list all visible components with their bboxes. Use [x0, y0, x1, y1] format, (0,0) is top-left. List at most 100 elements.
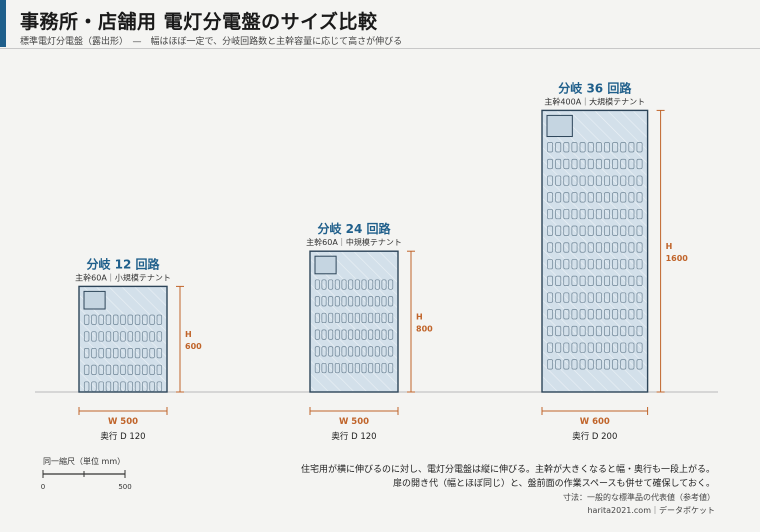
panel-3-breaker: [595, 359, 602, 370]
panel-3-breaker: [579, 309, 586, 320]
panel-2-breaker: [381, 279, 387, 290]
panel-2-breaker: [374, 346, 380, 357]
panel-3-breaker: [555, 325, 562, 337]
panel-3-breaker: [595, 325, 602, 337]
panel-2-breaker: [354, 296, 360, 307]
panel-1-breaker: [149, 348, 155, 359]
panel-2-breaker: [388, 296, 394, 307]
panel-1-breaker: [142, 364, 148, 375]
panel-2-breaker: [361, 362, 367, 374]
panel-2-breaker: [334, 362, 340, 374]
panel-3-breaker: [620, 342, 627, 353]
page-title: 事務所・店舗用 電灯分電盤のサイズ比較: [20, 11, 378, 33]
panel-3-spec: 主幹400A｜大規模テナント: [544, 96, 645, 106]
accent-bar: [0, 0, 6, 47]
panel-3-breaker: [612, 259, 619, 270]
panel-1-breaker: [113, 331, 119, 342]
panel-3-breaker: [571, 325, 578, 337]
panel-3-breaker: [636, 208, 643, 220]
note-line-2: 扉の開き代（幅とほぼ同じ）と、盤前面の作業スペースも併せて確保しておく。: [392, 479, 715, 489]
panel-1-breaker: [105, 314, 112, 325]
panel-3-breaker: [620, 242, 627, 253]
panel-3-breaker: [563, 142, 570, 153]
note-line-1: 住宅用が横に伸びるのに対し、電灯分電盤は縦に伸びる。主幹が大きくなると幅・奥行も…: [300, 465, 715, 475]
panel-3-breaker: [604, 175, 610, 186]
panel-2-breaker: [341, 346, 347, 357]
panel-1-name: 分岐 12 回路: [86, 256, 160, 271]
panel-2-breaker: [354, 312, 360, 324]
panel-2-breaker: [334, 329, 340, 340]
panel-3-breaker: [587, 225, 594, 236]
panel-3-breaker: [587, 275, 594, 286]
panel-3-breaker: [571, 342, 578, 353]
panel-3-breaker: [636, 359, 643, 370]
panel-3-breaker: [620, 175, 627, 186]
panel-3-breaker: [547, 325, 554, 337]
panel-3-height-value: 1600: [666, 254, 689, 263]
panel-3-breaker: [579, 359, 586, 370]
panel-1-breaker: [91, 364, 97, 375]
panel-3-breaker: [587, 142, 594, 153]
panel-3-breaker: [547, 275, 554, 286]
panel-2-breaker: [381, 329, 387, 340]
panel-2-breaker: [368, 346, 374, 357]
panel-1-breaker: [156, 381, 163, 392]
panel-3-breaker: [595, 208, 602, 220]
panel-3-breaker: [563, 158, 570, 170]
panel-1-breaker: [98, 381, 104, 392]
panel-2-breaker: [374, 362, 380, 374]
panel-2-breaker: [361, 329, 367, 340]
panel-2-breaker: [368, 362, 374, 374]
panel-3-breaker: [636, 259, 643, 270]
panel-1-breaker: [98, 348, 104, 359]
panel-3-breaker: [579, 192, 586, 203]
panel-3-breaker: [555, 359, 562, 370]
panel-3-breaker: [563, 342, 570, 353]
panel-2-hatch: [311, 252, 397, 391]
panel-3-breaker: [604, 158, 610, 170]
panel-2-breaker: [328, 296, 334, 307]
panel-2-breaker: [388, 329, 394, 340]
panel-3-breaker: [636, 158, 643, 170]
panel-1-breaker: [120, 314, 126, 325]
panel-2-breaker: [381, 296, 387, 307]
panel-3-breaker: [595, 242, 602, 253]
panel-3-breaker: [628, 342, 635, 353]
panel-1-breaker: [105, 364, 112, 375]
panel-3-breaker: [571, 225, 578, 236]
panel-3-breaker: [555, 242, 562, 253]
panel-3-breaker: [563, 225, 570, 236]
scale-max-label: 500: [118, 483, 131, 491]
panel-3-breaker: [628, 158, 635, 170]
panel-2-breaker: [341, 279, 347, 290]
panel-1-breaker: [120, 381, 126, 392]
panel-2-breaker: [314, 329, 320, 340]
panel-3-breaker: [628, 325, 635, 337]
panel-1-breaker: [156, 314, 163, 325]
panel-1-breaker: [91, 314, 97, 325]
panel-3-breaker: [636, 225, 643, 236]
panel-2-height-label: H: [416, 313, 423, 322]
panel-3-breaker: [571, 275, 578, 286]
panel-3-breaker: [555, 175, 562, 186]
panel-3-breaker: [563, 309, 570, 320]
panel-2-breaker: [348, 362, 354, 374]
panel-3-breaker: [620, 208, 627, 220]
panel-1-breaker: [120, 348, 126, 359]
panel-3-breaker: [563, 359, 570, 370]
panel-2-breaker: [328, 312, 334, 324]
panel-2-breaker: [354, 279, 360, 290]
panel-3-breaker: [587, 325, 594, 337]
panel-1-breaker: [83, 381, 90, 392]
panel-3-width-label: W 600: [580, 417, 610, 427]
panel-1-breaker: [134, 381, 141, 392]
panel-3-breaker: [555, 142, 562, 153]
panel-3-breaker: [595, 175, 602, 186]
panel-1-breaker: [142, 348, 148, 359]
panel-2-breaker: [321, 279, 327, 290]
panel-3-hatch: [543, 111, 647, 392]
panel-3-breaker: [612, 242, 619, 253]
panel-3-breaker: [604, 225, 610, 236]
